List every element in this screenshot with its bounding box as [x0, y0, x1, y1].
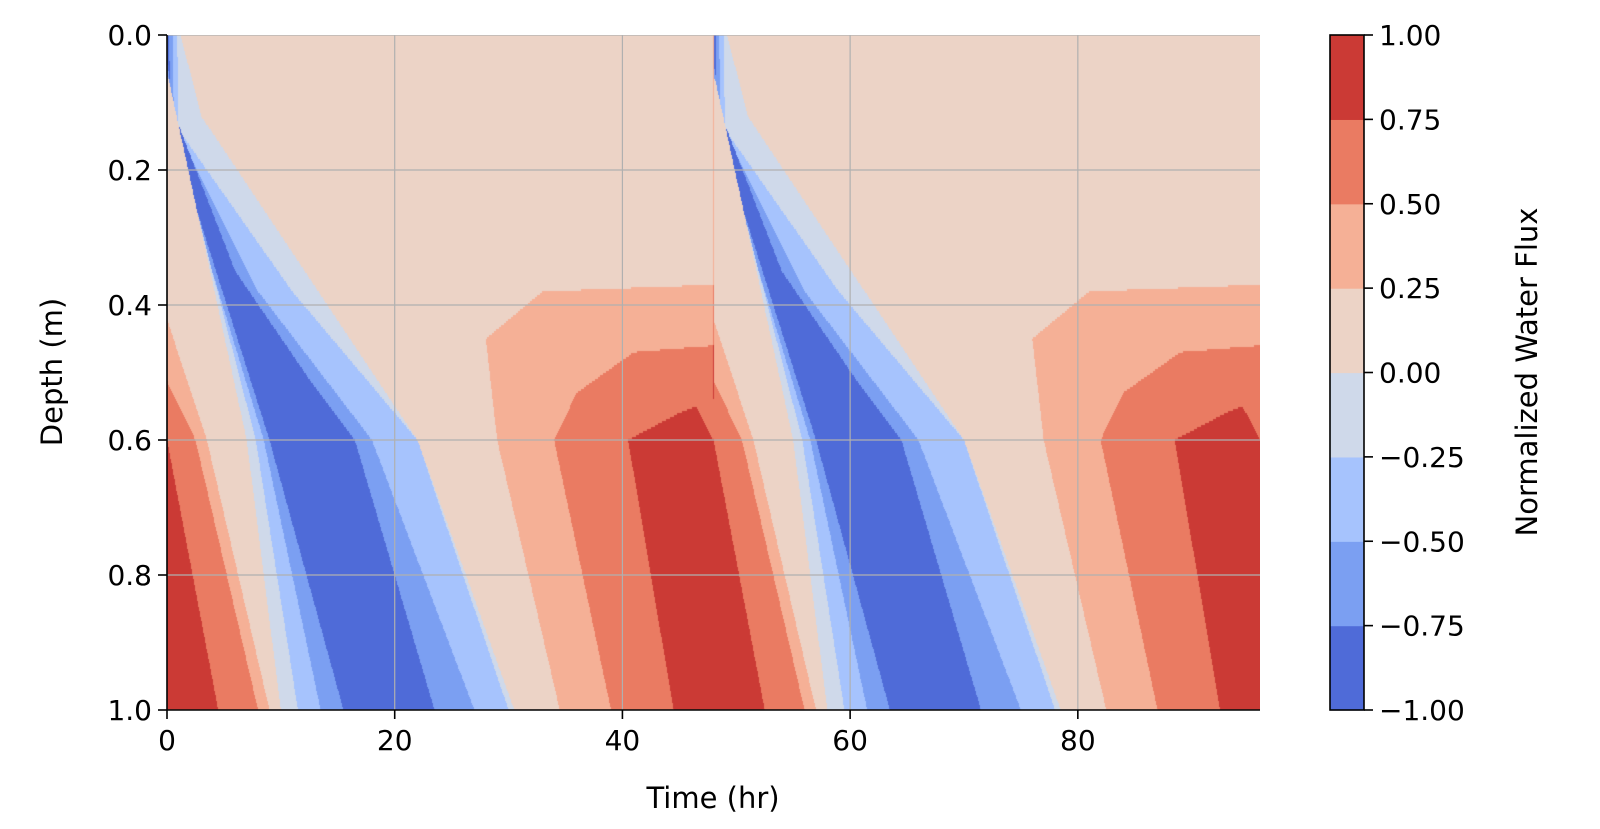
x-axis-label: Time (hr)	[645, 781, 779, 815]
colorbar-tick-label: −0.50	[1379, 525, 1465, 558]
colorbar: −1.00 −0.75 −0.50 −0.25 0.00 0.25 0.50 0.75 1.00	[1329, 19, 1465, 727]
colorbar-tick-label: 0.50	[1379, 188, 1441, 221]
axes: 0 20 40 60 80 0.0 0.2 0.4 0.6 0.8 1.0	[107, 19, 1260, 757]
colorbar-tick-label: 0.75	[1379, 103, 1441, 136]
y-tick-label: 0.6	[107, 424, 152, 457]
y-tick-label: 0.4	[107, 289, 152, 322]
colorbar-tick-label: 1.00	[1379, 19, 1441, 52]
contour-image	[167, 35, 1260, 710]
colorbar-tick-label: −0.75	[1379, 610, 1465, 643]
y-tick-label: 0.2	[107, 154, 152, 187]
colorbar-segment	[1330, 456, 1364, 542]
y-tick-label: 0.0	[107, 19, 152, 52]
colorbar-segment	[1330, 119, 1364, 205]
colorbar-segment	[1330, 372, 1364, 458]
x-tick-label: 20	[377, 724, 413, 757]
contour-field	[167, 35, 1260, 710]
colorbar-tick-label: −1.00	[1379, 694, 1465, 727]
x-tick-label: 60	[832, 724, 868, 757]
colorbar-segment	[1330, 35, 1364, 120]
colorbar-tick-label: 0.25	[1379, 272, 1441, 305]
y-tick-label: 0.8	[107, 559, 152, 592]
colorbar-tick-label: 0.00	[1379, 357, 1441, 390]
y-tick-label: 1.0	[107, 694, 152, 727]
colorbar-label: Normalized Water Flux	[1510, 208, 1544, 537]
x-tick-label: 0	[158, 724, 176, 757]
x-tick-label: 40	[605, 724, 641, 757]
colorbar-tick-label: −0.25	[1379, 441, 1465, 474]
x-tick-label: 80	[1060, 724, 1096, 757]
colorbar-segment	[1330, 625, 1364, 711]
y-axis-label: Depth (m)	[35, 298, 69, 446]
grid-lines	[167, 35, 1260, 710]
colorbar-segment	[1330, 541, 1364, 627]
colorbar-segment	[1330, 288, 1364, 374]
colorbar-segment	[1330, 203, 1364, 289]
